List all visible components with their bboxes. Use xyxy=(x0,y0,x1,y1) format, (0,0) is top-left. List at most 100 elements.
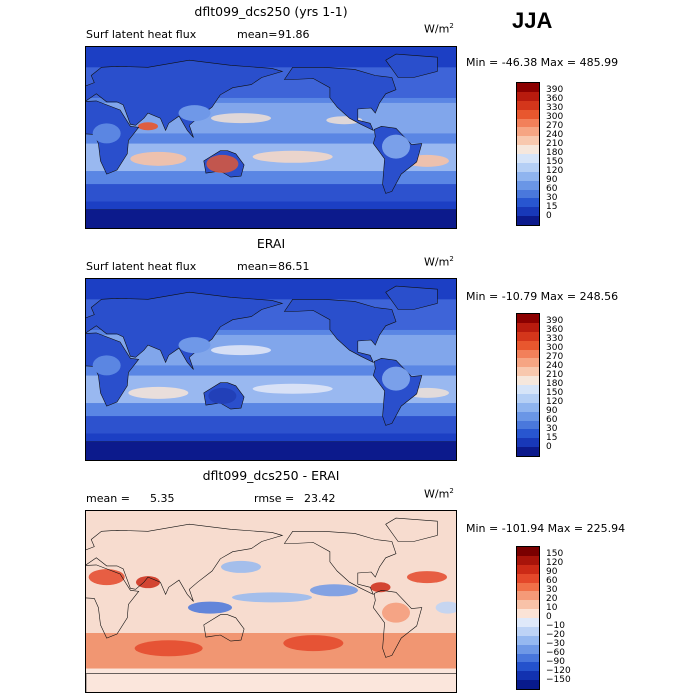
colorbar-swatch xyxy=(517,447,539,456)
colorbar-swatch xyxy=(517,216,539,225)
colorbar-swatch xyxy=(517,653,539,663)
panel-1-variable: Surf latent heat flux xyxy=(86,28,197,41)
colorbar-swatch xyxy=(517,411,539,421)
panel-3-mean-label: mean = xyxy=(86,492,130,505)
panel-2-units: W/m2 xyxy=(424,255,454,269)
colorbar-swatch xyxy=(517,635,539,645)
colorbar-swatch xyxy=(517,171,539,181)
colorbar-level-label: 0 xyxy=(546,442,552,452)
colorbar-swatch xyxy=(517,91,539,101)
world-map-field xyxy=(86,511,456,692)
colorbar-level-label: 240 xyxy=(546,130,564,140)
panel-3-units: W/m2 xyxy=(424,487,454,501)
colorbar-swatch xyxy=(517,662,539,672)
season-label: JJA xyxy=(512,8,553,33)
panel-3-rmse-label: rmse = xyxy=(254,492,295,505)
colorbar-swatch xyxy=(517,145,539,154)
colorbar-swatch xyxy=(517,83,539,92)
world-map-field xyxy=(86,279,456,460)
panel-2-colorbar xyxy=(516,313,540,457)
colorbar-swatch xyxy=(517,189,539,199)
colorbar-level-label: 330 xyxy=(546,334,564,344)
colorbar-swatch xyxy=(517,573,539,583)
colorbar-level-label: 300 xyxy=(546,343,564,353)
colorbar-level-label: 20 xyxy=(546,594,558,604)
colorbar-swatch xyxy=(517,609,539,618)
colorbar-swatch xyxy=(517,402,539,412)
colorbar-level-label: 240 xyxy=(546,361,564,371)
colorbar-swatch xyxy=(517,420,539,430)
colorbar-level-label: 30 xyxy=(546,193,558,203)
colorbar-level-label: −20 xyxy=(546,630,565,640)
colorbar-level-label: 150 xyxy=(546,549,564,559)
panel-3-map xyxy=(85,510,457,693)
colorbar-level-label: 15 xyxy=(546,202,558,212)
colorbar-swatch xyxy=(517,127,539,137)
colorbar-level-label: −10 xyxy=(546,621,565,631)
colorbar-swatch xyxy=(517,349,539,359)
colorbar-swatch xyxy=(517,118,539,128)
colorbar-swatch xyxy=(517,198,539,208)
panel-3-mean-value: 5.35 xyxy=(150,492,175,505)
world-map-field xyxy=(86,47,456,228)
colorbar-level-label: 120 xyxy=(546,397,564,407)
panel-2-variable: Surf latent heat flux xyxy=(86,260,197,273)
colorbar-swatch xyxy=(517,591,539,601)
colorbar-swatch xyxy=(517,314,539,323)
colorbar-level-label: 90 xyxy=(546,406,558,416)
colorbar-swatch xyxy=(517,618,539,627)
colorbar-swatch xyxy=(517,680,539,689)
colorbar-level-label: 90 xyxy=(546,175,558,185)
colorbar-level-label: 180 xyxy=(546,148,564,158)
colorbar-level-label: 15 xyxy=(546,433,558,443)
panel-2-title: ERAI xyxy=(256,236,286,251)
colorbar-level-label: −150 xyxy=(546,675,571,685)
panel-1-mean-value: 91.86 xyxy=(278,28,310,41)
colorbar-level-label: 360 xyxy=(546,94,564,104)
colorbar-swatch xyxy=(517,376,539,385)
panel-3-rmse-value: 23.42 xyxy=(304,492,336,505)
colorbar-level-label: 0 xyxy=(546,211,552,221)
colorbar-swatch xyxy=(517,438,539,448)
colorbar-level-label: 270 xyxy=(546,121,564,131)
colorbar-swatch xyxy=(517,671,539,681)
colorbar-swatch xyxy=(517,340,539,350)
colorbar-level-label: 0 xyxy=(546,612,552,622)
colorbar-level-label: 60 xyxy=(546,576,558,586)
colorbar-swatch xyxy=(517,393,539,403)
colorbar-swatch xyxy=(517,109,539,119)
colorbar-swatch xyxy=(517,564,539,574)
colorbar-swatch xyxy=(517,162,539,172)
colorbar-swatch xyxy=(517,154,539,163)
colorbar-level-label: 390 xyxy=(546,85,564,95)
colorbar-level-label: 120 xyxy=(546,166,564,176)
colorbar-level-label: 270 xyxy=(546,352,564,362)
colorbar-level-label: 360 xyxy=(546,325,564,335)
colorbar-swatch xyxy=(517,626,539,636)
colorbar-level-label: 300 xyxy=(546,112,564,122)
colorbar-level-label: 180 xyxy=(546,379,564,389)
panel-1-map xyxy=(85,46,457,229)
colorbar-level-label: 150 xyxy=(546,388,564,398)
panel-3-min-max: Min = -101.94 Max = 225.94 xyxy=(466,522,626,535)
colorbar-swatch xyxy=(517,555,539,565)
colorbar-swatch xyxy=(517,547,539,556)
colorbar-level-label: 330 xyxy=(546,103,564,113)
panel-3-title: dflt099_dcs250 - ERAI xyxy=(202,468,340,483)
colorbar-level-label: 10 xyxy=(546,603,558,613)
colorbar-swatch xyxy=(517,136,539,146)
panel-1-min-max: Min = -46.38 Max = 485.99 xyxy=(466,56,619,69)
colorbar-level-label: 150 xyxy=(546,157,564,167)
colorbar-swatch xyxy=(517,582,539,592)
panel-2-min-max: Min = -10.79 Max = 248.56 xyxy=(466,290,619,303)
colorbar-swatch xyxy=(517,367,539,377)
colorbar-level-label: 210 xyxy=(546,370,564,380)
panel-1-mean-label: mean= xyxy=(237,28,278,41)
colorbar-level-label: 120 xyxy=(546,558,564,568)
colorbar-swatch xyxy=(517,600,539,610)
colorbar-level-label: 60 xyxy=(546,415,558,425)
colorbar-swatch xyxy=(517,358,539,368)
colorbar-swatch xyxy=(517,385,539,394)
colorbar-level-label: 210 xyxy=(546,139,564,149)
colorbar-level-label: −30 xyxy=(546,639,565,649)
